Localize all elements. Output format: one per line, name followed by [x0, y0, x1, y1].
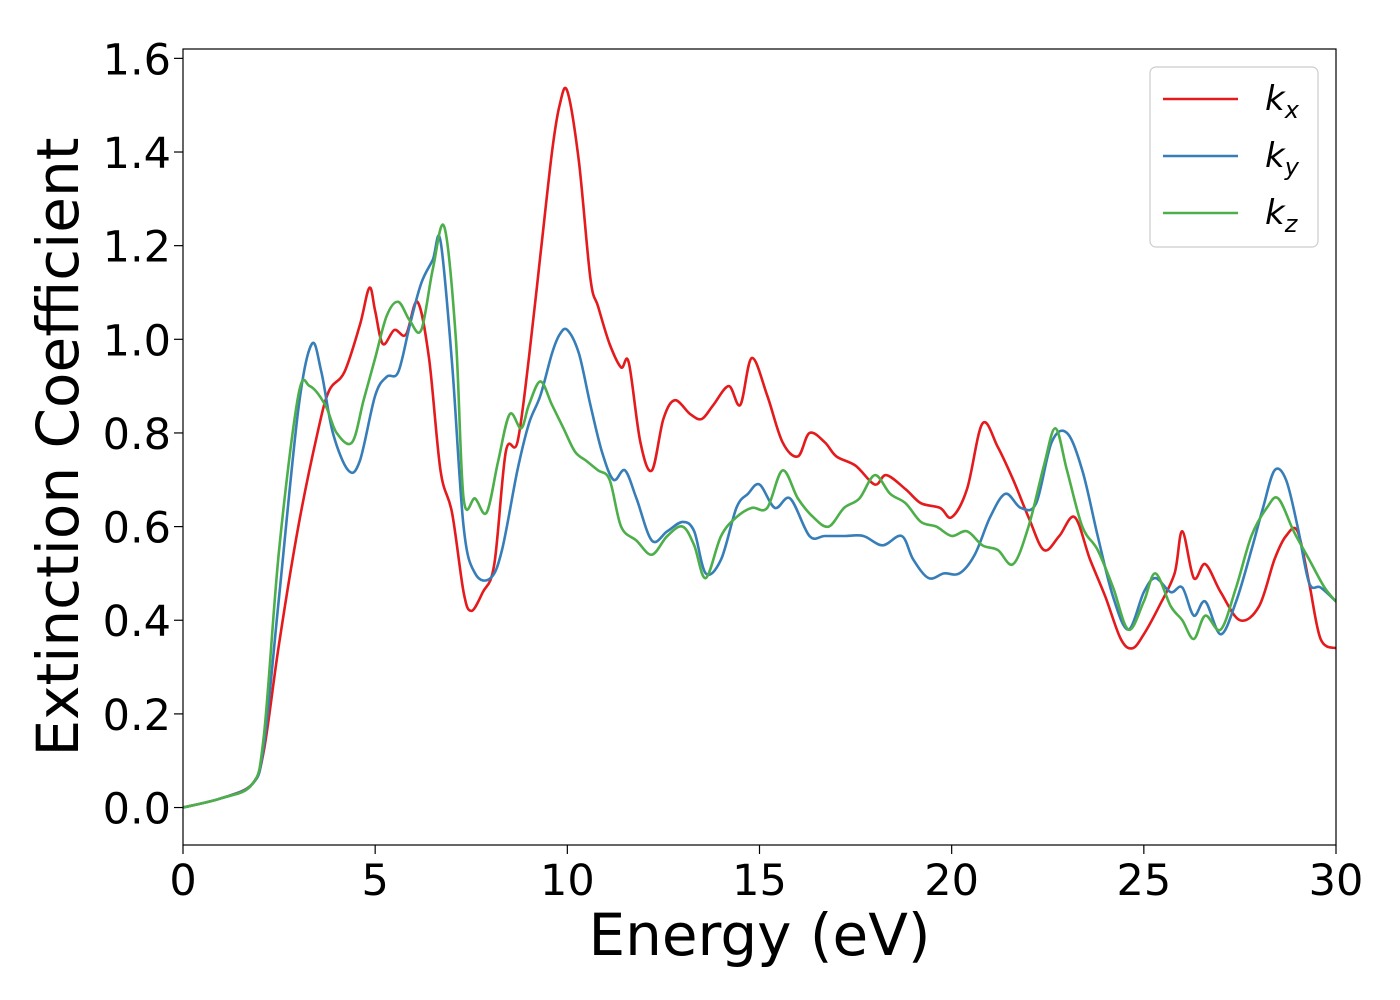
- y-tick-label: 0.4: [103, 597, 171, 647]
- y-tick-label: 0.2: [103, 691, 171, 741]
- series-line-ky: [183, 234, 1336, 809]
- x-tick-label: 20: [924, 856, 979, 906]
- y-tick-label: 1.4: [103, 129, 171, 179]
- x-axis-label: Energy (eV): [588, 901, 930, 969]
- y-tick-label: 1.6: [103, 35, 171, 85]
- x-tick-label: 10: [540, 856, 595, 906]
- x-tick-label: 0: [169, 856, 196, 906]
- series-layer: [183, 86, 1336, 809]
- x-tick-label: 15: [732, 856, 787, 906]
- legend-label-kz: kz: [1265, 193, 1299, 238]
- y-tick-label: 1.2: [103, 223, 171, 273]
- y-tick-label: 0.6: [103, 504, 171, 554]
- x-tick-label: 25: [1116, 856, 1171, 906]
- x-tick-label: 5: [361, 856, 388, 906]
- x-axis-ticks: 0 5 10 15 20 25 30: [169, 845, 1363, 906]
- y-tick-label: 0.0: [103, 785, 171, 835]
- y-tick-label: 1.0: [103, 316, 171, 366]
- y-axis-ticks: 0.0 0.2 0.4 0.6 0.8 1.0 1.2 1.4 1.6: [103, 35, 183, 835]
- y-tick-label: 0.8: [103, 410, 171, 460]
- x-tick-label: 30: [1309, 856, 1364, 906]
- legend-label-kx: kx: [1265, 79, 1300, 124]
- y-axis-label: Extinction Coefficient: [24, 138, 92, 757]
- series-line-kz: [183, 223, 1336, 809]
- series-line-kx: [183, 86, 1336, 809]
- legend-label-ky: ky: [1265, 136, 1300, 181]
- legend: kx ky kz: [1149, 66, 1319, 248]
